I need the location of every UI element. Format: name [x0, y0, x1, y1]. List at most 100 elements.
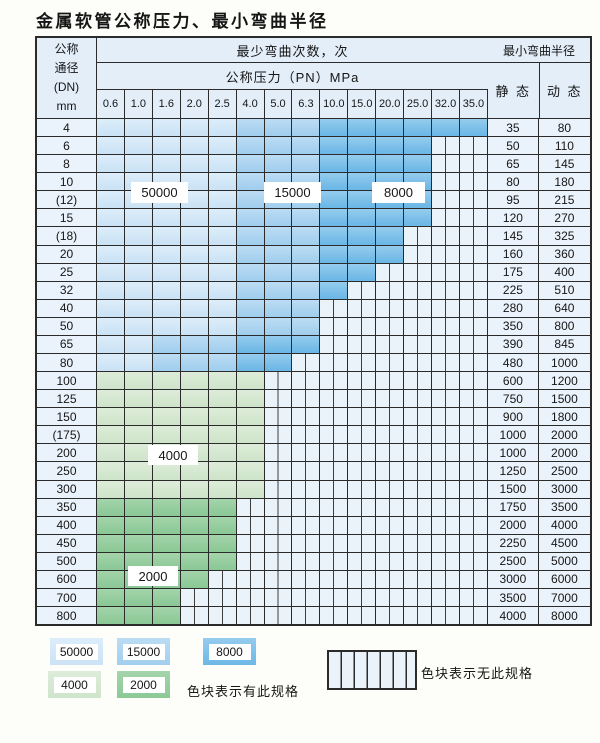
spec-cell-32-1.0 [124, 281, 153, 299]
spec-cell-40-1.6 [152, 299, 181, 317]
spec-cell-150-1.6 [152, 408, 181, 426]
spec-cell-(12)-35.0 [459, 191, 488, 209]
cycle-label-2000: 2000 [128, 566, 178, 586]
spec-cell-8-2.0 [180, 155, 209, 173]
spec-cell-250-2.5 [208, 462, 237, 480]
spec-cell-350-1.0 [124, 498, 153, 516]
spec-cell-4-1.6 [152, 119, 181, 137]
dn-value: 250 [37, 462, 97, 480]
spec-cell-20-32.0 [432, 245, 460, 263]
dn-value: 10 [37, 173, 97, 191]
spec-cell-150-1.0 [124, 408, 153, 426]
static-radius-value: 1250 [487, 462, 539, 480]
dn-value: 400 [37, 516, 97, 534]
spec-cell-80-32.0 [432, 354, 460, 372]
spec-cell-80-10.0 [320, 354, 349, 372]
legend-swatch-label: 50000 [55, 643, 98, 660]
spec-cell-250-10.0 [320, 462, 349, 480]
spec-cell-300-20.0 [376, 480, 405, 498]
spec-cell-300-2.5 [208, 480, 237, 498]
spec-cell-10-15.0 [348, 173, 377, 191]
dynamic-radius-value: 1500 [538, 390, 590, 408]
spec-cell-600-6.3 [292, 570, 321, 589]
spec-cell-100-2.5 [208, 372, 237, 390]
spec-cell-450-15.0 [348, 534, 377, 552]
spec-cell-350-2.5 [208, 498, 237, 516]
spec-cell-4-15.0 [348, 119, 377, 137]
spec-cell-50-6.3 [292, 317, 321, 335]
spec-cell-800-1.6 [152, 607, 181, 625]
spec-cell-400-1.6 [152, 516, 181, 534]
dynamic-radius-value: 1000 [538, 354, 590, 372]
spec-cell-100-20.0 [376, 372, 405, 390]
spec-cell-125-15.0 [348, 390, 377, 408]
legend-has-spec-text: 色块表示有此规格 [187, 684, 300, 699]
spec-cell-20-15.0 [348, 245, 377, 263]
spec-cell-350-25.0 [404, 498, 433, 516]
spec-cell-125-0.6 [97, 390, 125, 408]
table-row-dn-20: 20 160 360 [37, 245, 590, 264]
static-radius-value: 4000 [487, 607, 539, 625]
table-row-dn-10: 10 80 180 [37, 173, 590, 192]
header-right: 最小弯曲半径 静 态 动 态 [488, 38, 590, 118]
spec-cell-15-32.0 [432, 209, 460, 227]
spec-cell-40-25.0 [404, 299, 433, 317]
spec-cell-(175)-1.0 [124, 426, 153, 444]
spec-cell-40-35.0 [459, 299, 488, 317]
spec-cell-15-1.0 [124, 209, 153, 227]
spec-cell-200-2.5 [208, 444, 237, 462]
spec-cell-8-25.0 [404, 155, 433, 173]
static-radius-value: 3000 [487, 570, 539, 589]
spec-cell-(12)-10.0 [320, 191, 349, 209]
spec-cell-100-6.3 [292, 372, 321, 390]
spec-cell-4-4.0 [236, 119, 265, 137]
spec-cell-350-5.0 [264, 498, 293, 516]
static-radius-value: 1000 [487, 426, 539, 444]
spec-cell-350-32.0 [432, 498, 460, 516]
dynamic-radius-value: 510 [538, 281, 590, 299]
spec-cell-400-6.3 [292, 516, 321, 534]
spec-cell-65-6.3 [292, 335, 321, 354]
spec-cell-400-35.0 [459, 516, 488, 534]
spec-cell-500-25.0 [404, 552, 433, 570]
pressure-header-label: 公称压力（PN）MPa [97, 63, 488, 90]
spec-cell-150-10.0 [320, 408, 349, 426]
spec-cell-800-35.0 [459, 607, 488, 625]
spec-cell-700-20.0 [376, 589, 405, 607]
spec-cell-250-15.0 [348, 462, 377, 480]
dynamic-radius-value: 400 [538, 263, 590, 281]
spec-cell-125-6.3 [292, 390, 321, 408]
spec-cell-100-15.0 [348, 372, 377, 390]
dn-value: 15 [37, 209, 97, 227]
spec-cell-300-1.0 [124, 480, 153, 498]
spec-cell-500-1.0 [124, 552, 153, 570]
spec-cell-600-2.5 [208, 570, 237, 589]
spec-cell-450-25.0 [404, 534, 433, 552]
spec-cell-125-20.0 [376, 390, 405, 408]
dynamic-radius-value: 2500 [538, 462, 590, 480]
spec-cell-450-10.0 [320, 534, 349, 552]
table-row-dn-450: 450 2250 4500 [37, 534, 590, 553]
spec-cell-4-1.0 [124, 119, 153, 137]
spec-cell-40-4.0 [236, 299, 265, 317]
spec-cell-10-0.6 [97, 173, 125, 191]
static-radius-value: 350 [487, 317, 539, 335]
spec-cell-20-0.6 [97, 245, 125, 263]
spec-cell-(18)-2.0 [180, 227, 209, 245]
spec-cell-700-1.0 [124, 589, 153, 607]
spec-cell-200-25.0 [404, 444, 433, 462]
spec-cell-350-2.0 [180, 498, 209, 516]
spec-cell-20-2.0 [180, 245, 209, 263]
spec-cell-65-5.0 [264, 335, 293, 354]
spec-cell-25-2.5 [208, 263, 237, 281]
static-radius-value: 65 [487, 155, 539, 173]
spec-cell-150-5.0 [264, 408, 293, 426]
spec-cell-10-32.0 [432, 173, 460, 191]
dn-header-line: mm [56, 99, 77, 113]
spec-cell-200-20.0 [376, 444, 405, 462]
spec-cell-800-4.0 [236, 607, 265, 625]
spec-cell-8-10.0 [320, 155, 349, 173]
spec-cell-20-2.5 [208, 245, 237, 263]
table-row-dn-8: 8 65 145 [37, 155, 590, 174]
table-row-dn-65: 65 390 845 [37, 335, 590, 355]
